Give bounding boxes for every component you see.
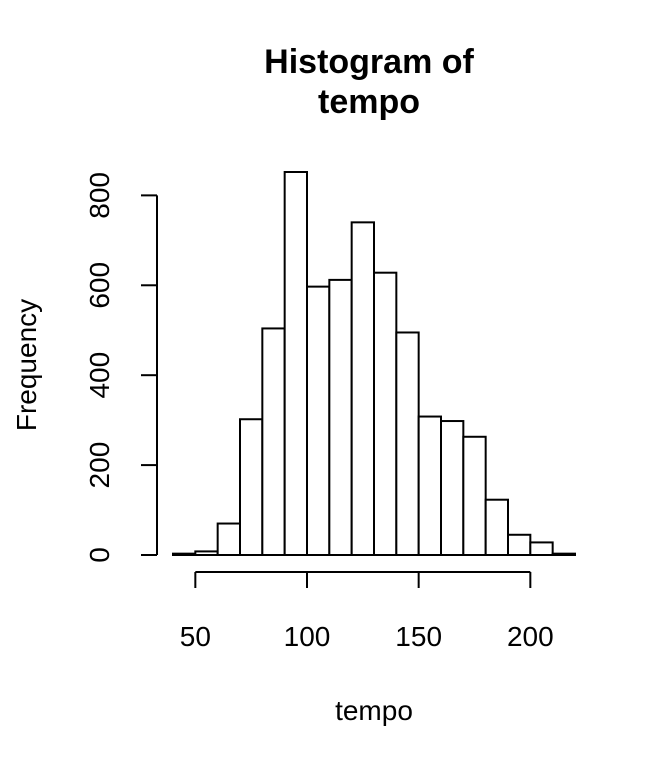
- histogram-bar: [373, 271, 398, 556]
- histogram-bar: [551, 552, 577, 557]
- histogram-bar: [283, 171, 308, 556]
- bars-group: [172, 171, 577, 557]
- x-tick-label: 150: [395, 621, 442, 652]
- x-tick-label: 200: [507, 621, 554, 652]
- histogram-bar: [350, 221, 375, 556]
- histogram-bar: [261, 327, 286, 556]
- histogram-bar: [484, 498, 509, 556]
- y-tick-label: 400: [84, 352, 115, 399]
- histogram-bar: [529, 541, 554, 557]
- y-axis-label: Frequency: [11, 299, 42, 431]
- y-tick-label: 0: [84, 547, 115, 563]
- histogram-bar: [216, 522, 242, 556]
- y-tick-label: 200: [84, 442, 115, 489]
- histogram-bar: [306, 285, 331, 556]
- histogram-bar: [328, 278, 353, 556]
- chart-title-line-1: Histogram of: [264, 43, 474, 81]
- x-axis-label: tempo: [335, 695, 413, 726]
- histogram-bar: [172, 552, 197, 557]
- histogram-bar: [239, 418, 264, 556]
- histogram-bar: [395, 331, 420, 556]
- histogram-bar: [194, 550, 219, 556]
- x-tick-label: 50: [180, 621, 211, 652]
- y-tick-label: 600: [84, 262, 115, 309]
- y-tick-label: 800: [84, 172, 115, 219]
- histogram-bar: [462, 435, 487, 556]
- x-tick-label: 100: [284, 621, 331, 652]
- x-axis: 50 100 150 200: [180, 571, 554, 652]
- histogram-bar: [417, 415, 442, 556]
- y-axis: 0 200 400 600 800: [84, 172, 158, 563]
- histogram-bar: [507, 533, 532, 556]
- chart-title-line-2: tempo: [318, 83, 420, 121]
- histogram-bar: [440, 420, 465, 557]
